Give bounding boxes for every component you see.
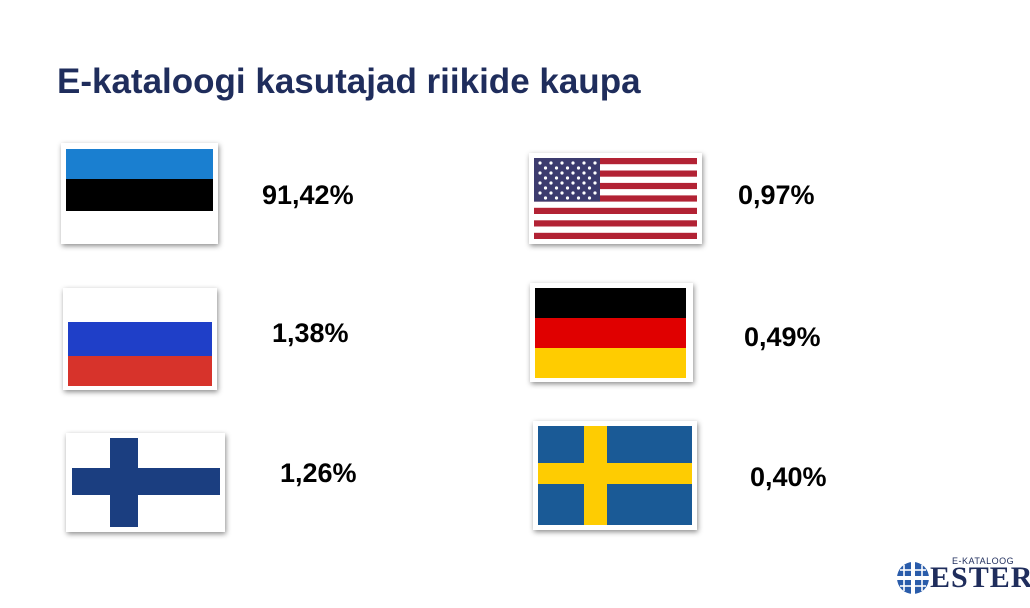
- finland-percent: 1,26%: [280, 458, 357, 488]
- russia-percent: 1,38%: [272, 318, 349, 348]
- ester-logo: E-KATALOOG ESTER: [896, 556, 1030, 598]
- usa-flag: [529, 153, 702, 244]
- logo-big-text: ESTER: [930, 561, 1030, 594]
- globe-icon: [897, 562, 929, 594]
- sweden-flag: [533, 421, 697, 530]
- estonia-percent: 91,42%: [262, 180, 354, 210]
- logo-small-text: E-KATALOOG: [952, 556, 1015, 566]
- germany-percent: 0,49%: [744, 322, 821, 352]
- germany-flag: [530, 283, 693, 382]
- estonia-flag: [61, 143, 218, 244]
- usa-percent: 0,97%: [738, 180, 815, 210]
- page-title: E-kataloogi kasutajad riikide kaupa: [57, 62, 641, 101]
- russia-flag: [63, 288, 217, 390]
- sweden-percent: 0,40%: [750, 462, 827, 492]
- finland-flag: [66, 433, 225, 532]
